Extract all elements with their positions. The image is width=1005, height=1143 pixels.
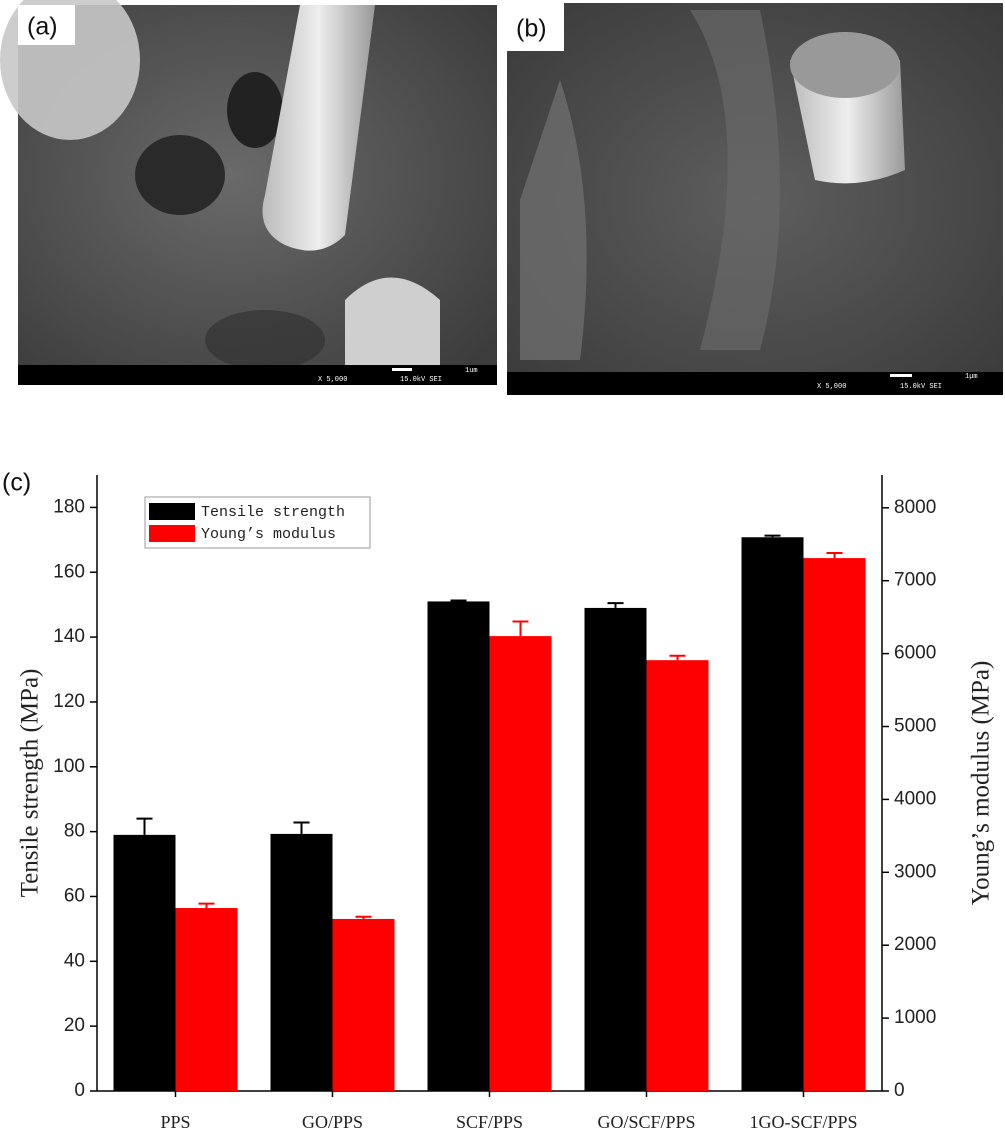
y2-tick-label: 6000	[894, 643, 936, 664]
error-bar	[669, 654, 686, 661]
y-tick-label: 100	[53, 756, 85, 777]
scale-label: 1um	[465, 367, 478, 375]
bar	[741, 537, 804, 1091]
y2-tick-label: 0	[894, 1080, 905, 1101]
settings: 15.0kV SEI	[900, 383, 942, 391]
y2-axis-title: Young’s modulus (MPa)	[968, 661, 995, 906]
bar	[803, 558, 866, 1091]
x-tick-label: SCF/PPS	[456, 1112, 523, 1132]
magnification: X 5,000	[318, 376, 347, 384]
scale-label: 1μm	[965, 373, 978, 381]
y-tick-label: 0	[74, 1080, 85, 1101]
panel-label: (b)	[516, 15, 547, 43]
error-bar	[198, 902, 215, 909]
error-bar	[512, 620, 529, 637]
error-bar	[136, 817, 153, 835]
y-tick-label: 40	[64, 950, 85, 971]
legend-swatch	[149, 525, 195, 542]
bar	[270, 833, 333, 1091]
legend-swatch	[149, 503, 195, 520]
x-tick-label: GO/PPS	[302, 1112, 363, 1132]
legend-label: Young’s modulus	[201, 526, 336, 543]
bar	[332, 918, 395, 1091]
error-bar	[607, 602, 624, 608]
legend-label: Tensile strength	[201, 504, 345, 521]
x-tick-label: GO/SCF/PPS	[597, 1112, 695, 1132]
bar	[427, 601, 490, 1091]
y2-tick-label: 4000	[894, 788, 936, 809]
error-bar	[450, 599, 467, 602]
error-bar	[293, 821, 310, 834]
panel-label: (c)	[2, 469, 31, 497]
bar	[113, 834, 176, 1091]
magnification: X 5,000	[817, 383, 846, 391]
y-tick-label: 80	[64, 821, 85, 842]
y2-tick-label: 1000	[894, 1007, 936, 1028]
y-tick-label: 180	[53, 496, 85, 517]
sem-image-b: (b) X 5,000 15.0kV SEI 1μm	[507, 3, 1003, 395]
error-bar	[764, 534, 781, 538]
y-tick-label: 120	[53, 691, 85, 712]
bar	[175, 908, 238, 1091]
bar	[646, 660, 709, 1091]
sem-image-a: (a) X 5,000 15.0kV SEI 1um	[0, 0, 497, 385]
y-tick-label: 60	[64, 885, 85, 906]
error-bar	[355, 915, 372, 919]
bar	[489, 636, 552, 1091]
x-tick-label: 1GO-SCF/PPS	[749, 1112, 857, 1132]
y-tick-label: 140	[53, 626, 85, 647]
y-tick-label: 160	[53, 561, 85, 582]
bar	[584, 607, 647, 1091]
y-tick-label: 20	[64, 1015, 85, 1036]
panel-label: (a)	[27, 13, 58, 41]
y2-tick-label: 2000	[894, 934, 936, 955]
settings: 15.0kV SEI	[400, 376, 442, 384]
error-bar	[826, 552, 843, 559]
chart: (c) Tensile strength (MPa) Young’s modul…	[2, 469, 995, 1133]
y2-tick-label: 5000	[894, 716, 936, 737]
y2-tick-label: 3000	[894, 861, 936, 882]
x-tick-label: PPS	[160, 1112, 190, 1132]
y-axis-title: Tensile strength (MPa)	[17, 669, 44, 898]
y2-tick-label: 8000	[894, 497, 936, 518]
y2-tick-label: 7000	[894, 570, 936, 591]
